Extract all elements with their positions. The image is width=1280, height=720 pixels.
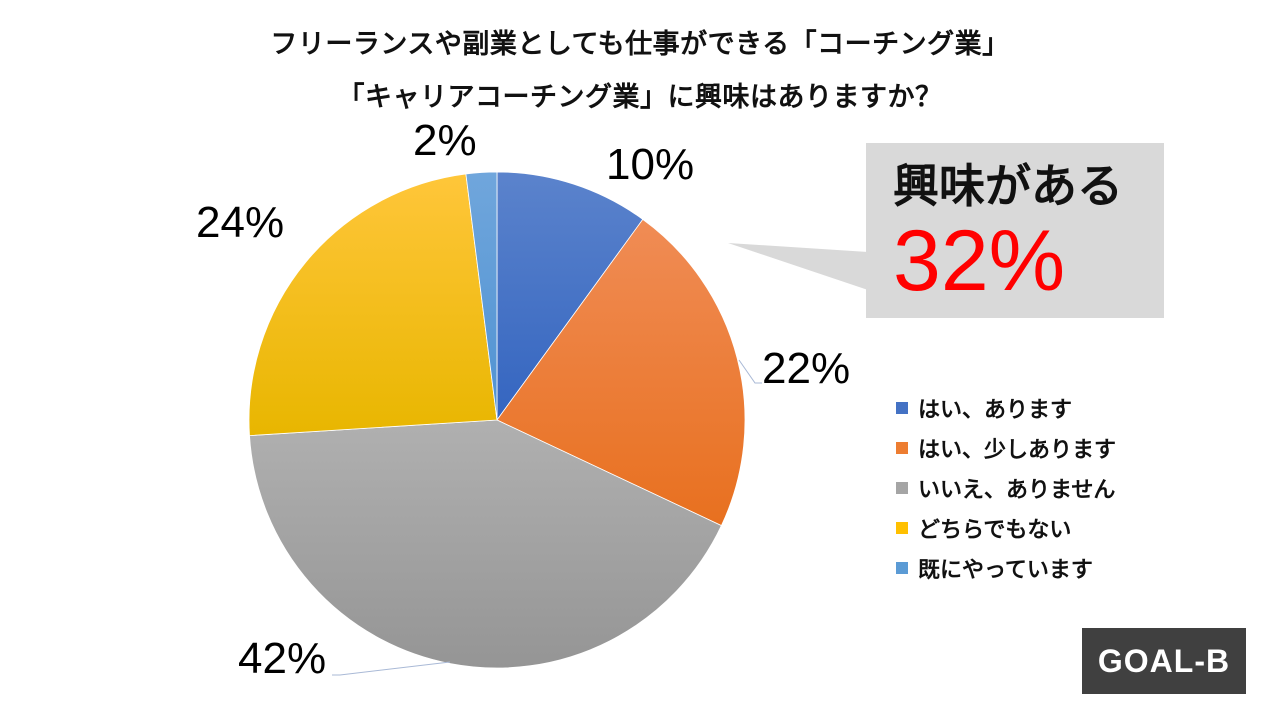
legend-label: 既にやっています — [918, 558, 1093, 583]
callout-value: 32% — [893, 213, 1066, 309]
callout-text: 興味がある — [893, 159, 1123, 213]
chart-title-line-2: 「キャリアコーチング業」に興味はありますか？ — [337, 82, 943, 113]
leader-line-22 — [738, 359, 762, 384]
legend-item-yes-a-little[interactable]: はい、少しあります — [896, 428, 1116, 468]
data-label-no: 42% — [238, 634, 327, 683]
slice-yes[interactable] — [496, 171, 644, 422]
goal-b-logo: GOAL-B — [1082, 628, 1246, 694]
legend-item-yes[interactable]: はい、あります — [896, 388, 1116, 428]
callout-pointer — [728, 243, 868, 290]
legend-swatch-gray-icon — [896, 482, 908, 494]
data-label-yes: 10% — [606, 140, 695, 189]
data-label-already-doing: 2% — [413, 116, 477, 165]
legend-label: いいえ、ありません — [918, 478, 1116, 503]
legend-swatch-light-blue-icon — [896, 562, 908, 574]
slice-already-doing[interactable] — [465, 171, 498, 421]
data-label-yes-a-little: 22% — [762, 344, 851, 393]
legend-swatch-yellow-icon — [896, 522, 908, 534]
legend-swatch-blue-icon — [896, 402, 908, 414]
legend-item-no[interactable]: いいえ、ありません — [896, 468, 1116, 508]
legend-item-neither[interactable]: どちらでもない — [896, 508, 1116, 548]
legend-swatch-orange-icon — [896, 442, 908, 454]
legend-label: はい、あります — [918, 398, 1073, 423]
slice-no[interactable] — [249, 419, 722, 669]
data-label-neither: 24% — [196, 198, 285, 247]
callout-box — [866, 143, 1164, 318]
legend-label: はい、少しあります — [918, 438, 1117, 463]
leader-line-42 — [332, 661, 451, 676]
slice-neither[interactable] — [248, 173, 498, 437]
legend: はい、あります はい、少しあります いいえ、ありません どちらでもない 既にやっ… — [896, 388, 1116, 588]
chart-title-line-1: フリーランスや副業としても仕事ができる「コーチング業」 — [270, 29, 1010, 60]
legend-label: どちらでもない — [918, 518, 1072, 543]
legend-item-already-doing[interactable]: 既にやっています — [896, 548, 1116, 588]
